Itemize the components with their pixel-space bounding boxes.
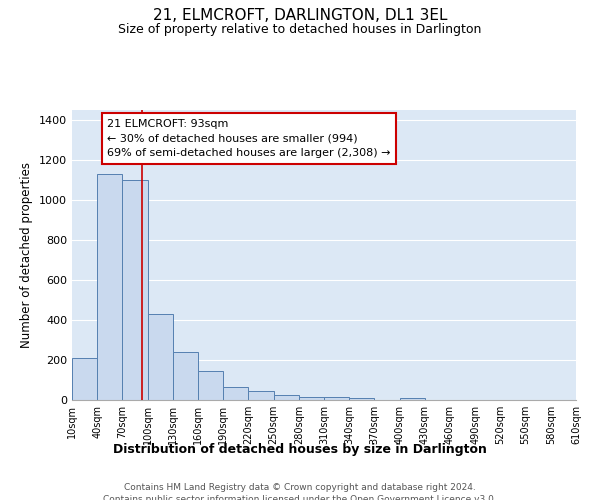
Bar <box>97 174 122 400</box>
Text: 21, ELMCROFT, DARLINGTON, DL1 3EL: 21, ELMCROFT, DARLINGTON, DL1 3EL <box>153 8 447 22</box>
Bar <box>223 387 248 400</box>
Text: Contains HM Land Registry data © Crown copyright and database right 2024.
Contai: Contains HM Land Registry data © Crown c… <box>103 482 497 500</box>
Bar <box>198 371 223 400</box>
Text: 21 ELMCROFT: 93sqm
← 30% of detached houses are smaller (994)
69% of semi-detach: 21 ELMCROFT: 93sqm ← 30% of detached hou… <box>107 118 391 158</box>
Bar <box>324 398 349 400</box>
Bar <box>299 397 324 400</box>
Text: Size of property relative to detached houses in Darlington: Size of property relative to detached ho… <box>118 22 482 36</box>
Bar <box>72 358 97 400</box>
Bar <box>248 391 274 400</box>
Bar <box>173 352 198 400</box>
Text: Distribution of detached houses by size in Darlington: Distribution of detached houses by size … <box>113 442 487 456</box>
Y-axis label: Number of detached properties: Number of detached properties <box>20 162 34 348</box>
Bar <box>122 180 148 400</box>
Bar <box>148 314 173 400</box>
Bar <box>274 395 299 400</box>
Bar <box>349 398 374 400</box>
Bar <box>400 398 425 400</box>
